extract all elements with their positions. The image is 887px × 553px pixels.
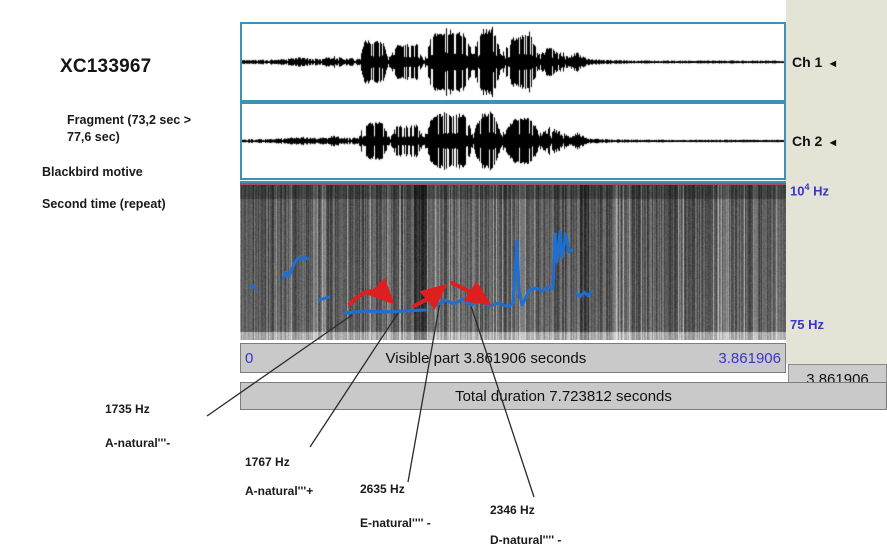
waveform-ch2-canvas[interactable] <box>242 104 784 178</box>
annotation-3-freq: 2635 Hz <box>360 482 405 496</box>
annotation-4-freq: 2346 Hz <box>490 503 535 517</box>
freq-max-exponent: 4 <box>804 182 810 192</box>
annotation-2-note: A-natural'''+ <box>245 484 314 498</box>
waveform-ch1-canvas[interactable] <box>242 24 784 100</box>
channel-1-text: Ch 1 <box>792 54 823 70</box>
speaker-icon[interactable]: ◄ <box>827 137 839 149</box>
freq-max-unit: Hz <box>813 183 829 199</box>
annotation-1-freq: 1735 Hz <box>105 402 150 416</box>
caption-second-time: Second time (repeat) <box>42 197 166 211</box>
total-duration-label: Total duration 7.723812 seconds <box>455 387 672 405</box>
visible-start-time: 0 <box>245 349 254 367</box>
channel-1-label[interactable]: Ch 1 ◄ <box>792 54 838 70</box>
freq-max-base: 10 <box>790 183 805 199</box>
freq-axis-min: 75 Hz <box>790 317 824 332</box>
visible-part-bar[interactable]: 0 Visible part 3.861906 seconds 3.861906 <box>240 343 786 373</box>
annotation-2-freq: 1767 Hz <box>245 455 290 469</box>
channel-2-label[interactable]: Ch 2 ◄ <box>792 133 838 149</box>
waveform-panel-ch1[interactable] <box>240 22 786 102</box>
visible-part-label: Visible part 3.861906 seconds <box>385 349 587 367</box>
channel-2-text: Ch 2 <box>792 133 823 149</box>
recording-id: XC133967 <box>60 56 152 77</box>
side-panel <box>786 0 887 364</box>
visible-end-time: 3.861906 <box>718 349 781 367</box>
spectrogram-canvas[interactable] <box>240 183 786 340</box>
total-duration-bar[interactable]: Total duration 7.723812 seconds <box>240 382 887 410</box>
spectrogram-panel[interactable] <box>240 181 786 340</box>
fragment-line-2: 77,6 sec) <box>67 130 120 144</box>
annotation-4-note: D-natural'''' - <box>490 533 562 547</box>
caption-blackbird-motive: Blackbird motive <box>42 165 143 179</box>
speaker-icon[interactable]: ◄ <box>827 58 839 70</box>
waveform-panel-ch2[interactable] <box>240 102 786 180</box>
freq-axis-max: 104 Hz <box>790 182 829 198</box>
fragment-caption: Fragment (73,2 sec > 77,6 sec) <box>67 112 217 146</box>
fragment-line-1: Fragment (73,2 sec > <box>67 113 192 127</box>
annotation-1-note: A-natural'''- <box>105 436 171 450</box>
annotation-3-note: E-natural'''' - <box>360 516 431 530</box>
